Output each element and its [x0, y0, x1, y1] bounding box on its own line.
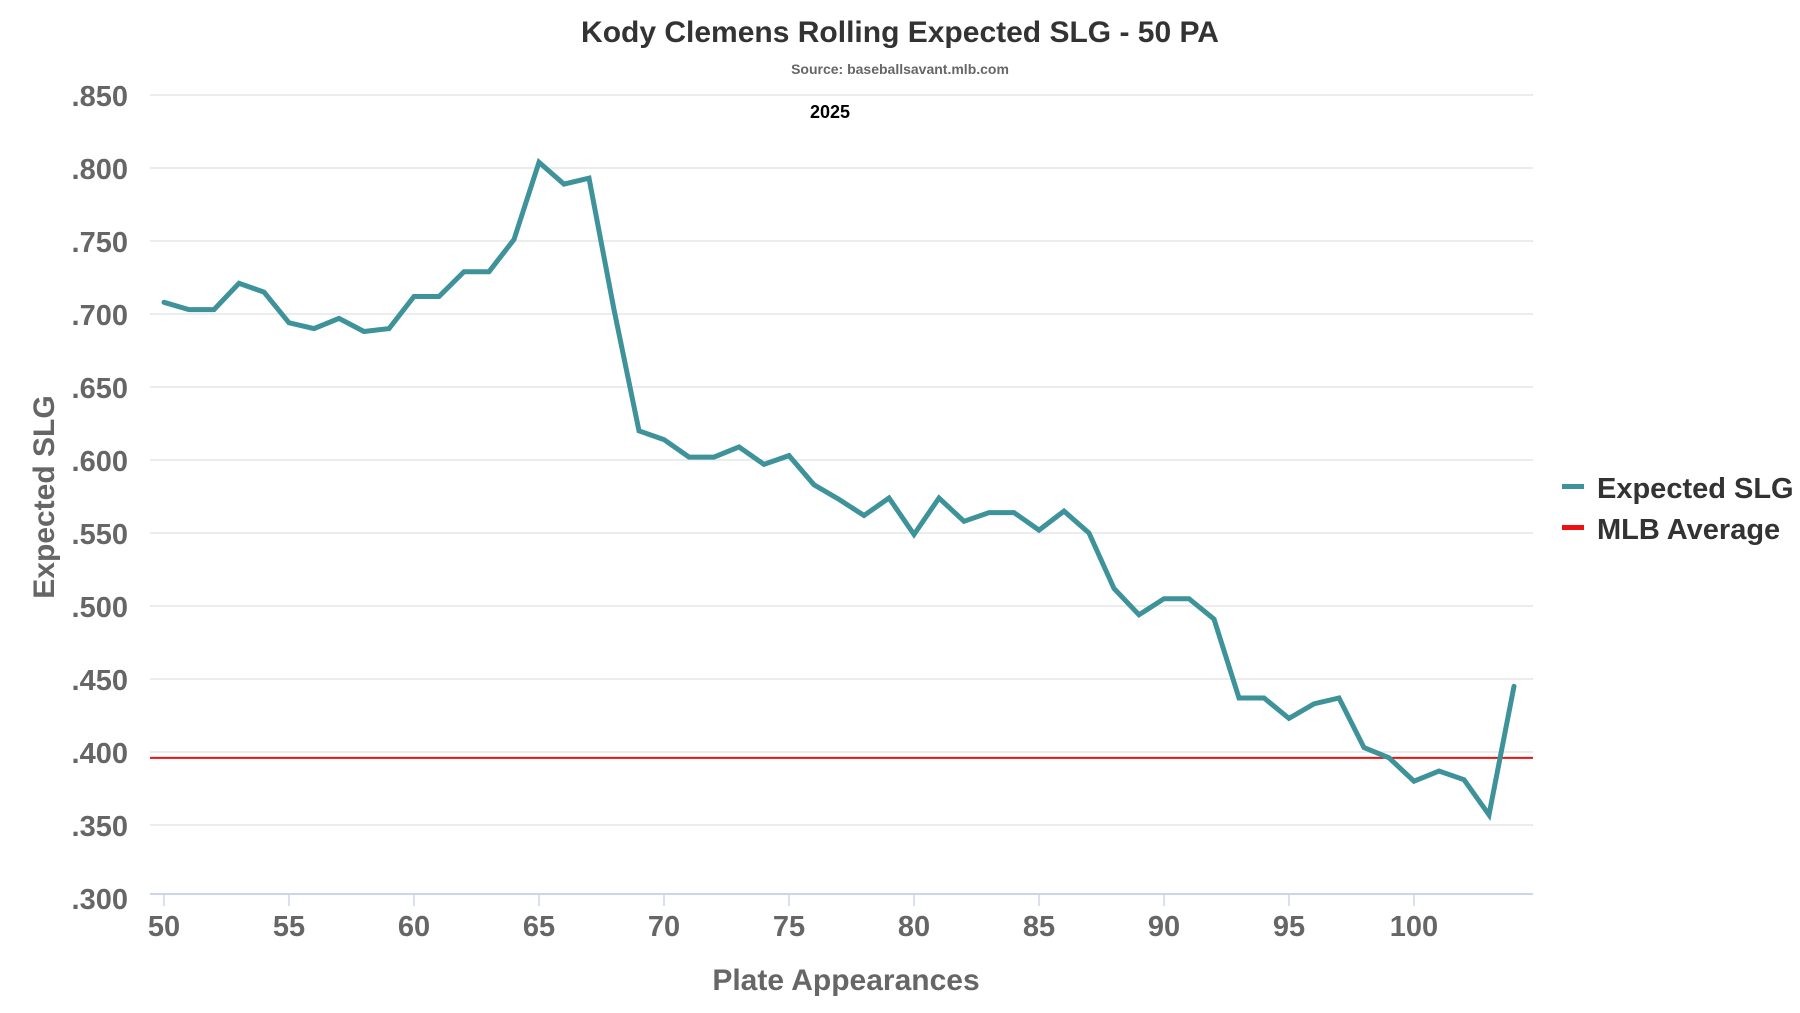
y-axis-label: Expected SLG — [28, 395, 61, 598]
legend-label: Expected SLG — [1597, 473, 1794, 505]
chart-annotation-year: 2025 — [810, 102, 850, 122]
legend-swatch — [1562, 525, 1584, 530]
chart-subtitle: Source: baseballsavant.mlb.com — [791, 61, 1009, 77]
y-tick-label: .750 — [72, 227, 128, 259]
x-tick-label: 70 — [648, 911, 680, 943]
gridlines — [150, 94, 1533, 826]
legend-swatch — [1562, 484, 1584, 489]
y-axis-ticks: .300 .350 .400 .450 .500 .550 .600 .650 .700 .750… — [72, 81, 128, 916]
y-tick-label: .500 — [72, 592, 128, 624]
y-tick-label: .800 — [72, 154, 128, 186]
x-tick-label: 55 — [273, 911, 305, 943]
y-tick-label: .850 — [72, 81, 128, 113]
y-tick-label: .450 — [72, 665, 128, 697]
x-tick-label: 100 — [1390, 911, 1438, 943]
y-tick-label: .600 — [72, 446, 128, 478]
x-tick-label: 95 — [1273, 911, 1305, 943]
y-tick-label: .650 — [72, 373, 128, 405]
expected-slg-line — [161, 157, 1517, 821]
y-tick-label: .550 — [72, 519, 128, 551]
x-tick-label: 75 — [773, 911, 805, 943]
legend-label: MLB Average — [1597, 514, 1780, 546]
y-tick-label: .300 — [72, 884, 128, 916]
x-tick-label: 85 — [1023, 911, 1055, 943]
y-tick-label: .350 — [72, 811, 128, 843]
y-tick-label: .700 — [72, 300, 128, 332]
x-axis-label: Plate Appearances — [712, 964, 979, 997]
x-tick-label: 60 — [398, 911, 430, 943]
x-tick-label: 50 — [148, 911, 180, 943]
x-tick-label: 90 — [1148, 911, 1180, 943]
chart-title: Kody Clemens Rolling Expected SLG - 50 P… — [581, 16, 1219, 49]
x-tick-label: 80 — [898, 911, 930, 943]
legend: Expected SLG MLB Average — [1562, 473, 1794, 546]
x-axis: 50 55 60 65 70 75 80 85 90 95 100 — [148, 893, 1533, 943]
y-tick-label: .400 — [72, 738, 128, 770]
x-tick-label: 65 — [523, 911, 555, 943]
series-layer — [150, 157, 1533, 821]
